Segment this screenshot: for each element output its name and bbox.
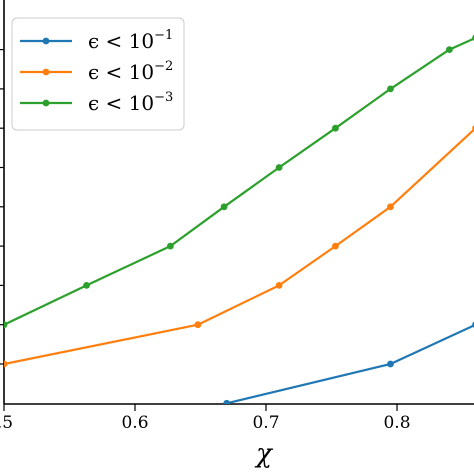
series-2-point (387, 203, 394, 211)
series-3-point (83, 282, 90, 289)
series-3-point (446, 46, 453, 53)
y-ticks (0, 48, 4, 365)
x-tick-label: 0.7 (252, 413, 279, 433)
x-tick-label: 0.8 (383, 413, 410, 433)
series-3-point (166, 242, 174, 250)
series-1-point (387, 360, 394, 368)
legend-label-3: ϵ < 10−3 (88, 90, 173, 115)
legend: ϵ < 10−1 ϵ < 10−2 ϵ < 10−3 (11, 17, 185, 131)
series-3-point (275, 164, 283, 171)
series-3-point (332, 124, 339, 132)
series-3-point (387, 85, 394, 93)
series-2-point (4, 360, 8, 368)
series-line-2 (4, 128, 474, 366)
series-3-point (220, 203, 228, 211)
x-tick-label: .5 (0, 413, 13, 433)
series-layer (4, 34, 474, 404)
x-ticks: .5 0.6 0.7 0.8 (0, 404, 411, 433)
legend-marker-1 (42, 37, 50, 45)
legend-label-1: ϵ < 10−1 (88, 28, 173, 53)
series-3-point (4, 321, 8, 329)
series-2-point (275, 282, 283, 289)
x-axis-title: χ (254, 439, 274, 469)
series-2-point (332, 242, 339, 250)
legend-marker-3 (42, 99, 50, 107)
series-2-point (194, 321, 202, 329)
legend-marker-2 (42, 68, 50, 76)
legend-label-2: ϵ < 10−2 (88, 59, 173, 84)
axes (3, 0, 474, 405)
series-line-1 (226, 324, 474, 404)
x-tick-label: 0.6 (121, 413, 148, 433)
series-1-point (223, 399, 231, 404)
